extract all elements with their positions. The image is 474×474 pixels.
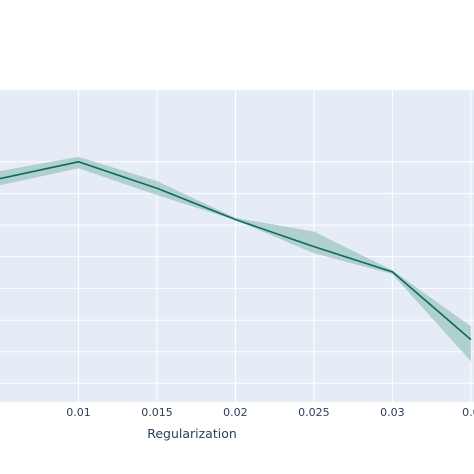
x-tick-label: 0.01 xyxy=(66,406,91,419)
series-line xyxy=(0,161,472,341)
grid-lines xyxy=(0,90,474,402)
x-axis-title: Regularization xyxy=(147,426,237,441)
x-tick-label: 0.025 xyxy=(298,406,330,419)
x-tick-label: 0.02 xyxy=(223,406,248,419)
x-tick-label: 0.0 xyxy=(462,406,474,419)
x-tick-label: 0.015 xyxy=(141,406,173,419)
x-tick-labels: 0.01 0.015 0.02 0.025 0.03 0.0 xyxy=(66,406,474,419)
plot-area xyxy=(0,90,474,402)
series-line-layer xyxy=(0,161,472,341)
x-tick-label: 0.03 xyxy=(380,406,405,419)
